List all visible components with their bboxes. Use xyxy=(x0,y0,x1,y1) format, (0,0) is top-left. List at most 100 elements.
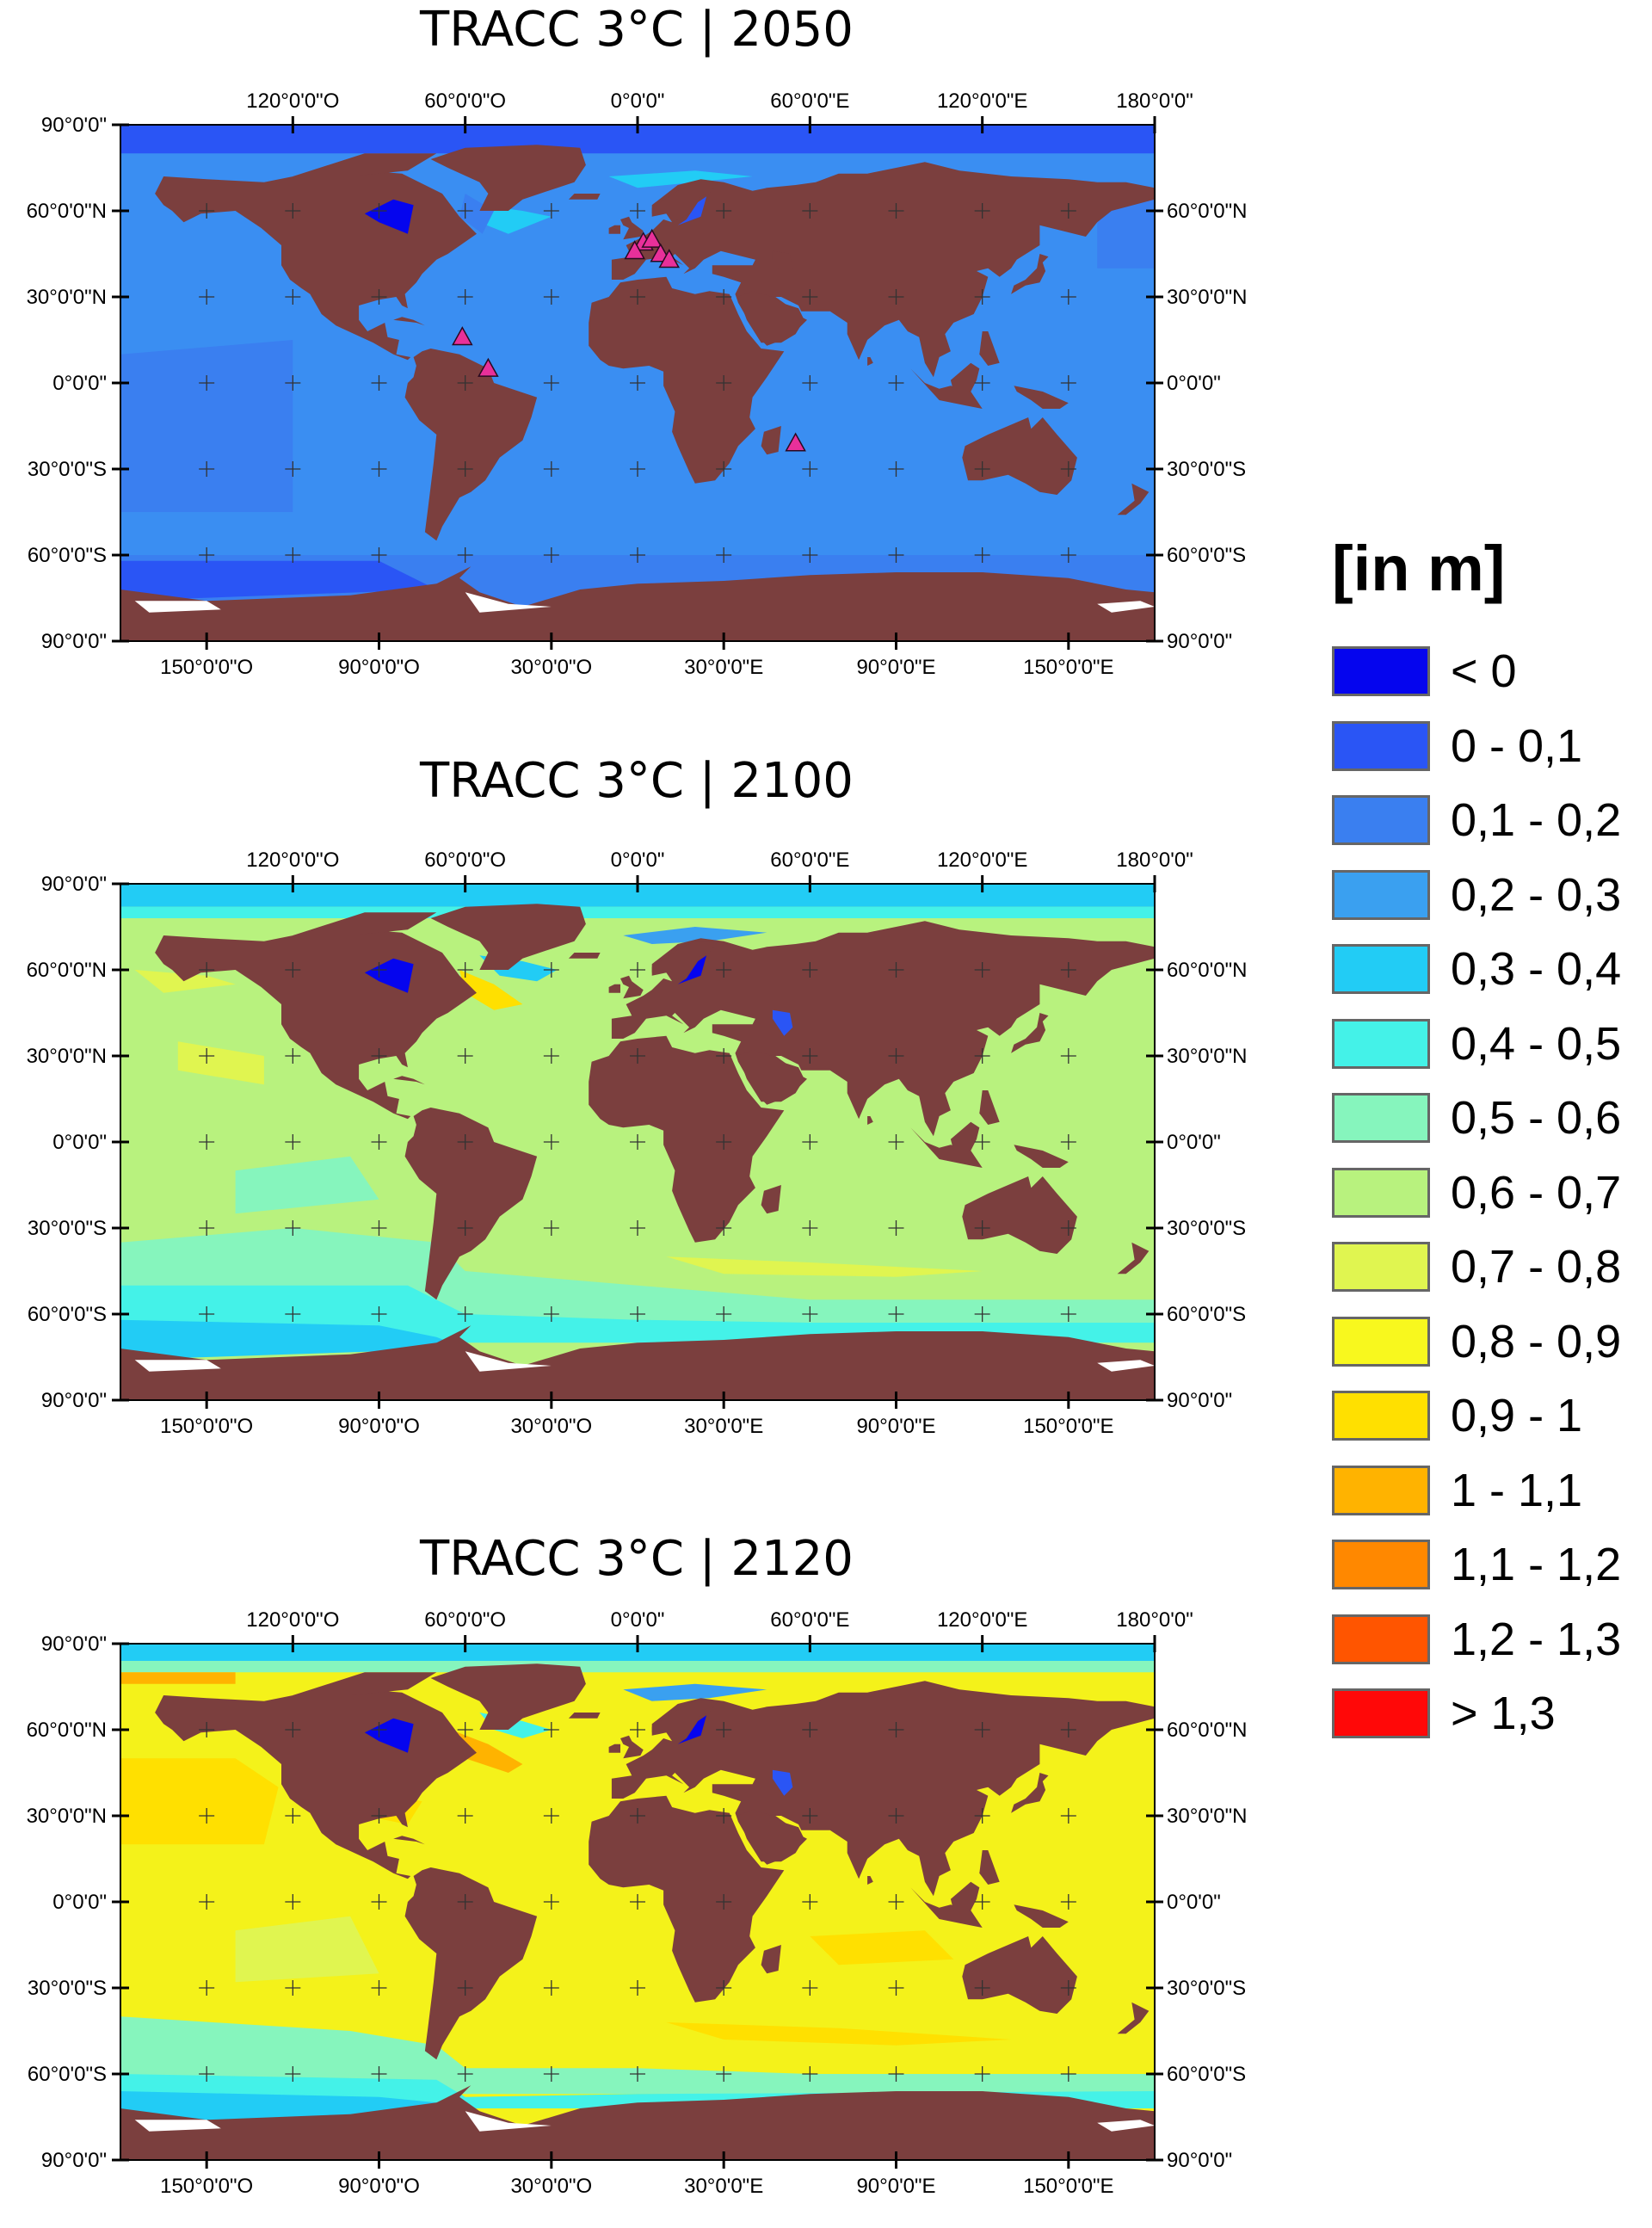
graticule-cross xyxy=(371,1220,387,1236)
graticule-cross xyxy=(630,1220,645,1236)
tick-label-top: 180°0'0" xyxy=(1116,849,1193,872)
land-eurasia xyxy=(611,162,1155,378)
sea-level-zone xyxy=(177,1041,264,1085)
graticule-cross xyxy=(802,1048,818,1064)
graticule-cross xyxy=(630,461,645,477)
graticule-cross xyxy=(716,1306,732,1322)
land-sri-lanka xyxy=(867,1116,873,1125)
tick-label-bottom: 150°0'0"E xyxy=(1023,2175,1113,2198)
sea-level-zone xyxy=(120,1758,279,1845)
legend-swatch xyxy=(1332,720,1430,771)
graticule-cross xyxy=(199,1722,215,1737)
graticule-cross xyxy=(630,1722,645,1737)
tick-label-top: 0°0'0" xyxy=(611,849,665,872)
legend-swatch xyxy=(1332,1167,1430,1218)
graticule-cross xyxy=(457,1048,473,1064)
tick-label-right: 60°0'0"S xyxy=(1167,544,1246,567)
tick-label-bottom: 30°0'0"O xyxy=(510,656,592,679)
baltic-sea xyxy=(677,955,707,984)
graticule-cross xyxy=(1060,962,1076,978)
land-arabia-fill xyxy=(737,291,804,343)
graticule-cross xyxy=(1060,461,1076,477)
legend-swatch xyxy=(1332,1540,1430,1589)
graticule-cross xyxy=(285,461,301,477)
sea-level-zone xyxy=(1097,196,1155,268)
graticule-cross xyxy=(888,203,904,219)
tick-label-bottom: 90°0'0"E xyxy=(856,2175,935,2198)
land-japan xyxy=(1011,1013,1049,1053)
graticule-cross xyxy=(716,375,732,391)
graticule-cross xyxy=(716,1048,732,1064)
tick-label-left: 90°0'0" xyxy=(41,1632,107,1656)
graticule-cross xyxy=(371,1048,387,1064)
graticule-cross xyxy=(888,375,904,391)
sea-level-zone xyxy=(623,1683,767,1701)
tick-label-left: 60°0'0"N xyxy=(27,1719,107,1742)
sea-level-zone xyxy=(451,1730,523,1773)
land-greenland xyxy=(430,145,586,211)
tick-label-left: 60°0'0"S xyxy=(28,2063,107,2086)
land-philippines xyxy=(979,1850,1000,1885)
land-australia xyxy=(962,1176,1077,1254)
land-south-america xyxy=(404,1108,538,1300)
graticule-cross xyxy=(888,1894,904,1910)
graticule-cross xyxy=(888,2066,904,2082)
graticule-cross xyxy=(371,547,387,563)
graticule-cross xyxy=(802,1980,818,1996)
land-borneo xyxy=(950,362,980,392)
sea-level-zone xyxy=(120,125,1155,154)
land-british-isles xyxy=(620,1735,644,1759)
graticule-cross xyxy=(630,547,645,563)
land-antarctica xyxy=(120,566,1155,641)
tick-label-left: 90°0'0" xyxy=(41,114,107,137)
graticule-cross xyxy=(888,547,904,563)
land-greenland xyxy=(430,904,586,970)
tick-label-left: 30°0'0"N xyxy=(27,1805,107,1828)
sea-level-zone xyxy=(120,1319,465,1361)
graticule-cross xyxy=(199,1808,215,1824)
graticule-cross xyxy=(802,1894,818,1910)
land-japan xyxy=(1011,254,1049,294)
graticule-cross xyxy=(199,1980,215,1996)
graticule-cross xyxy=(543,375,559,391)
tick-label-top: 120°0'0"O xyxy=(246,1608,339,1632)
site-marker xyxy=(624,240,645,260)
land-indonesia xyxy=(910,368,983,409)
graticule-cross xyxy=(630,962,645,978)
legend-swatch xyxy=(1332,1688,1430,1738)
graticule-cross xyxy=(457,1134,473,1150)
tick-label-top: 60°0'0"O xyxy=(424,1608,506,1632)
caspian-sea xyxy=(772,1769,793,1796)
tick-label-bottom: 150°0'0"O xyxy=(160,656,253,679)
land-indonesia xyxy=(910,1887,983,1928)
land-cuba xyxy=(393,1076,425,1085)
tick-label-top: 120°0'0"E xyxy=(937,1608,1027,1632)
tick-label-bottom: 30°0'0"E xyxy=(684,2175,763,2198)
sea-level-zone xyxy=(666,1256,983,1277)
tick-label-right: 0°0'0" xyxy=(1167,1891,1221,1914)
tick-label-top: 120°0'0"O xyxy=(246,89,339,113)
graticule-cross xyxy=(716,1980,732,1996)
land-scandinavia xyxy=(651,941,718,982)
legend-label: 1,1 - 1,2 xyxy=(1451,1539,1622,1590)
ice-shelf xyxy=(134,2120,221,2132)
tick-label-right: 30°0'0"N xyxy=(1167,1805,1247,1828)
tick-label-top: 120°0'0"O xyxy=(246,849,339,872)
graticule-cross xyxy=(1060,547,1076,563)
legend-label: 0,6 - 0,7 xyxy=(1451,1166,1622,1219)
graticule-cross xyxy=(371,1722,387,1737)
map-2100: 120°0'0"O 60°0'0"O 0°0'0" 60°0'0"E 120°0'0"E… xyxy=(27,849,1248,1438)
tick-label-top: 180°0'0" xyxy=(1116,89,1193,113)
graticule-cross xyxy=(1060,1134,1076,1150)
graticule-cross xyxy=(543,1220,559,1236)
tick-label-right: 60°0'0"S xyxy=(1167,1303,1246,1326)
tick-label-right: 30°0'0"S xyxy=(1167,458,1246,481)
graticule-cross xyxy=(974,1220,990,1236)
graticule-cross xyxy=(457,962,473,978)
land-antarctica xyxy=(120,2085,1155,2160)
graticule-cross xyxy=(371,203,387,219)
graticule-cross xyxy=(974,1894,990,1910)
land-philippines xyxy=(979,331,1000,366)
graticule-cross xyxy=(457,1808,473,1824)
land-africa xyxy=(589,1035,785,1243)
